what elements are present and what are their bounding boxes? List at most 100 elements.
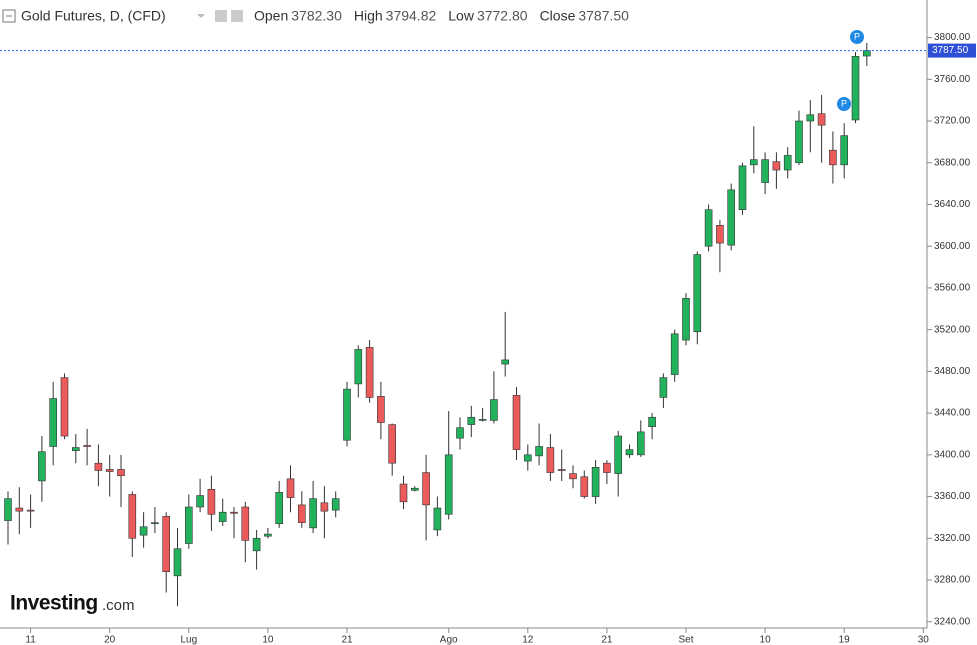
- candle-body: [625, 449, 634, 456]
- candle-body: [60, 377, 69, 437]
- candle-body: [83, 445, 91, 447]
- candle-body: [817, 113, 826, 126]
- candle-body: [94, 462, 103, 471]
- candle-body: [320, 502, 329, 512]
- candle-body: [738, 165, 747, 210]
- y-tick-label: 3600.00: [934, 241, 971, 252]
- candle-body: [693, 254, 702, 333]
- candle-body: [614, 435, 623, 474]
- x-tick-label: 21: [601, 635, 613, 645]
- candle-body: [716, 225, 724, 244]
- stat-value: 3782.30: [291, 8, 342, 24]
- y-tick-label: 3560.00: [934, 283, 971, 294]
- candle-body: [433, 507, 442, 531]
- candle-body: [185, 506, 193, 544]
- candle-body: [105, 469, 114, 472]
- stat-value: 3787.50: [578, 8, 629, 24]
- candle-body: [478, 419, 487, 421]
- x-tick-label: 30: [918, 635, 930, 645]
- event-marker-icon: P: [841, 98, 847, 108]
- candle-body: [761, 159, 769, 183]
- candle-body: [704, 209, 713, 247]
- collapse-icon[interactable]: [2, 9, 16, 23]
- event-marker[interactable]: [837, 97, 851, 111]
- candle-body: [456, 427, 464, 439]
- symbol-title: Gold Futures, D, (CFD): [21, 8, 166, 24]
- candle-body: [512, 395, 521, 450]
- candle-body: [682, 298, 690, 341]
- candle-body: [388, 424, 397, 464]
- y-tick-label: 3400.00: [934, 449, 971, 460]
- candle-body: [580, 476, 589, 497]
- candle-body: [749, 159, 758, 166]
- x-tick-label: 12: [522, 635, 534, 645]
- y-tick-label: 3760.00: [934, 74, 971, 85]
- candle-body: [139, 526, 148, 536]
- candle-body: [354, 349, 363, 385]
- x-tick-label: 21: [341, 635, 353, 645]
- candle-body: [806, 114, 815, 122]
- dropdown-arrow[interactable]: [197, 14, 205, 18]
- candle-body: [569, 473, 577, 480]
- y-tick-label: 3360.00: [934, 491, 971, 502]
- candle-body: [264, 533, 272, 537]
- last-price-label: 3787.50: [932, 45, 969, 56]
- candle-body: [196, 495, 204, 508]
- x-tick-label: 19: [839, 635, 851, 645]
- candle-body: [410, 487, 419, 491]
- candle-body: [128, 494, 137, 539]
- candle-body: [162, 516, 170, 572]
- candle-body: [535, 446, 543, 457]
- candle-body: [829, 149, 837, 166]
- candle-body: [603, 462, 611, 473]
- y-tick-label: 3680.00: [934, 157, 971, 168]
- last-price-tag: [928, 43, 976, 58]
- ohlc-stats: Open 3782.30 High 3794.82 Low 3772.80 Close 378…: [254, 8, 629, 24]
- x-tick-label: 10: [760, 635, 772, 645]
- y-tick-label: 3720.00: [934, 116, 971, 127]
- candle-body: [659, 377, 668, 398]
- candle-body: [422, 472, 430, 506]
- candle-body: [444, 454, 453, 515]
- candle-body: [26, 509, 35, 512]
- candle-body: [636, 431, 645, 456]
- candle-body: [275, 492, 284, 524]
- candle-body: [4, 498, 12, 521]
- candle-body: [331, 498, 340, 511]
- stat-value: 3772.80: [477, 8, 528, 24]
- candle-body: [546, 447, 555, 473]
- event-marker[interactable]: [850, 30, 864, 44]
- settings-icon[interactable]: [231, 10, 243, 22]
- candle-body: [557, 469, 566, 471]
- candle-body: [377, 396, 385, 423]
- settings-icon[interactable]: [215, 10, 227, 22]
- candle-body: [467, 416, 476, 425]
- candle-body: [207, 488, 216, 515]
- x-tick-label: 10: [262, 635, 274, 645]
- candle-body: [501, 359, 510, 365]
- candle-body: [862, 50, 871, 57]
- candle-body: [252, 537, 261, 552]
- x-tick-label: Ago: [440, 635, 458, 645]
- candle-body: [117, 469, 125, 476]
- candle-body: [795, 120, 803, 164]
- y-tick-label: 3520.00: [934, 324, 971, 335]
- candle-body: [727, 189, 736, 246]
- candle-body: [840, 135, 849, 166]
- candle-body: [286, 478, 295, 498]
- candle-body: [297, 504, 306, 523]
- candle-body: [151, 522, 159, 524]
- stat-label: Open: [254, 8, 288, 24]
- y-tick-label: 3440.00: [934, 408, 971, 419]
- candle-body: [72, 447, 80, 451]
- candle-body: [772, 161, 781, 171]
- candle-body: [783, 155, 792, 171]
- x-tick-label: Set: [678, 635, 693, 645]
- candle-body: [241, 506, 250, 541]
- candle-body: [851, 56, 860, 121]
- y-tick-label: 3240.00: [934, 616, 971, 627]
- watermark-suffix: .com: [102, 597, 135, 614]
- y-tick-label: 3480.00: [934, 366, 971, 377]
- candle-body: [399, 483, 408, 503]
